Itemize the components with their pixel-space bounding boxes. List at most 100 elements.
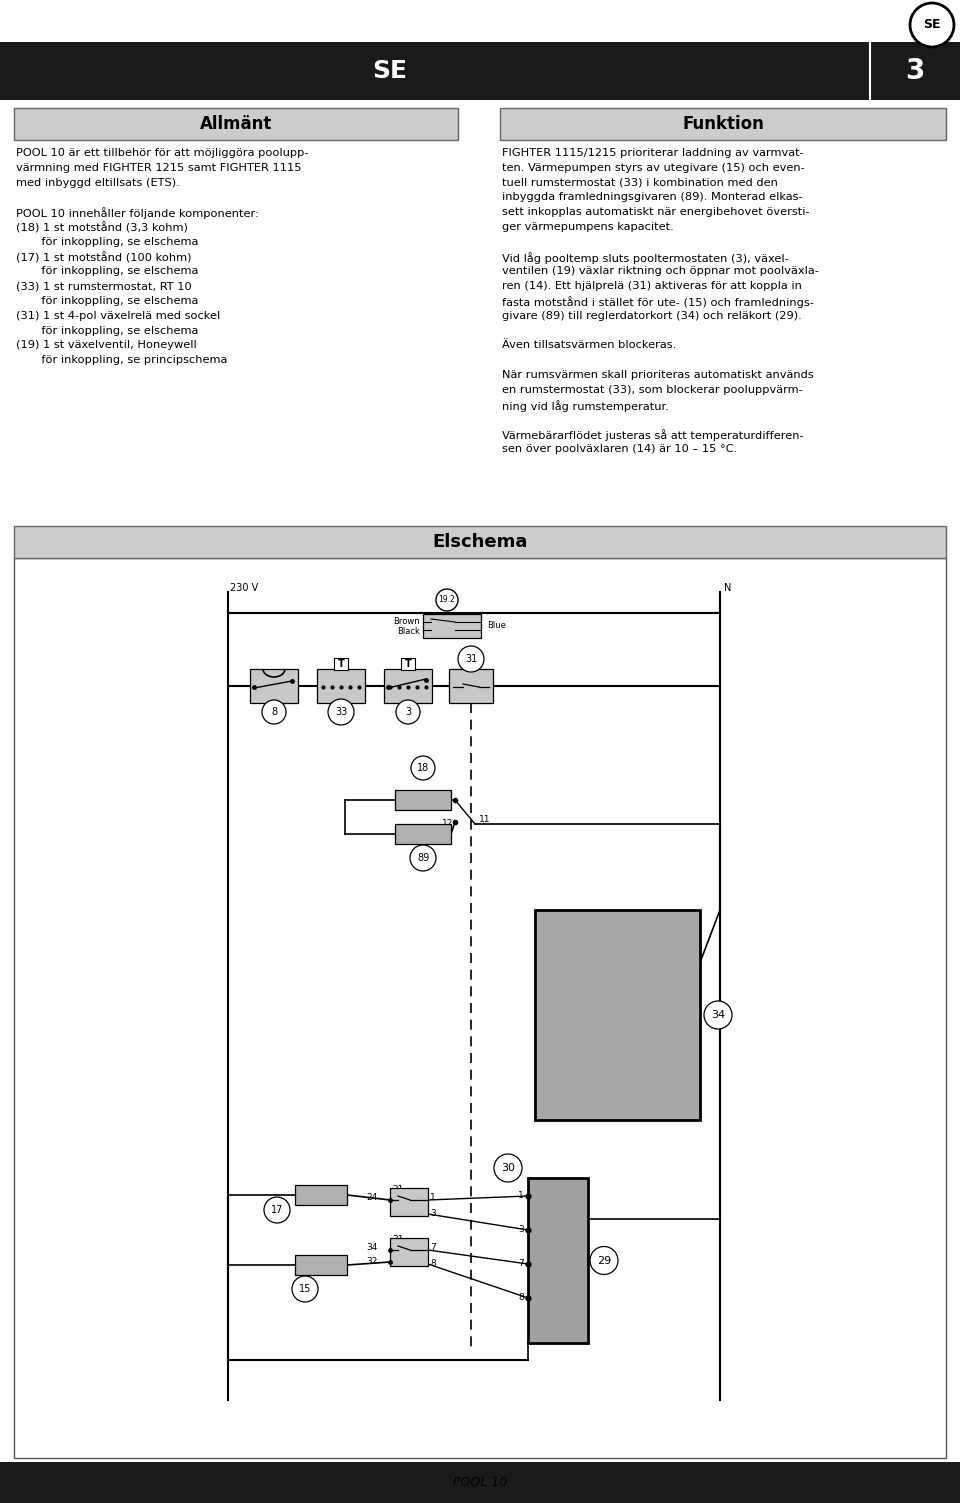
- Circle shape: [704, 1001, 732, 1030]
- Text: Värmebärarflödet justeras så att temperaturdifferen-: Värmebärarflödet justeras så att tempera…: [502, 430, 804, 440]
- Bar: [423, 615, 481, 637]
- Text: för inkoppling, se elschema: för inkoppling, se elschema: [16, 326, 199, 335]
- Text: 24: 24: [367, 1193, 378, 1202]
- Bar: [334, 658, 348, 670]
- Text: POOL 10: POOL 10: [453, 1476, 507, 1488]
- Text: en rumstermostat (33), som blockerar pooluppvärm-: en rumstermostat (33), som blockerar poo…: [502, 385, 803, 395]
- Text: 14: 14: [442, 794, 453, 803]
- Text: för inkoppling, se elschema: för inkoppling, se elschema: [16, 237, 199, 246]
- Text: Vid låg pooltemp sluts pooltermostaten (3), växel-: Vid låg pooltemp sluts pooltermostaten (…: [502, 251, 789, 263]
- Text: 30: 30: [501, 1163, 515, 1172]
- Text: POOL 10 innehåller följande komponenter:: POOL 10 innehåller följande komponenter:: [16, 207, 259, 219]
- Bar: [528, 1178, 588, 1344]
- Circle shape: [292, 1276, 318, 1302]
- Bar: [14, 108, 458, 140]
- Text: Brown: Brown: [394, 616, 420, 625]
- Text: 3: 3: [518, 1225, 524, 1234]
- Text: 31: 31: [465, 654, 477, 664]
- Text: 1: 1: [430, 1193, 436, 1202]
- Text: sen över poolväxlaren (14) är 10 – 15 °C.: sen över poolväxlaren (14) är 10 – 15 °C…: [502, 443, 737, 454]
- Text: N: N: [724, 583, 732, 594]
- Text: fasta motstånd i stället för ute- (15) och framlednings-: fasta motstånd i stället för ute- (15) o…: [502, 296, 814, 308]
- Bar: [395, 791, 451, 810]
- Text: värmning med FIGHTER 1215 samt FIGHTER 1115: värmning med FIGHTER 1215 samt FIGHTER 1…: [16, 162, 301, 173]
- Text: 19.2: 19.2: [439, 595, 455, 604]
- Circle shape: [590, 1246, 618, 1275]
- Bar: [640, 1462, 960, 1503]
- Text: ten. Värmepumpen styrs av utegivare (15) och even-: ten. Värmepumpen styrs av utegivare (15)…: [502, 162, 804, 173]
- Bar: [390, 1238, 428, 1266]
- Text: Blue: Blue: [487, 622, 506, 630]
- Text: 29: 29: [597, 1255, 612, 1266]
- Text: för inkoppling, se elschema: för inkoppling, se elschema: [16, 296, 199, 307]
- Text: inbyggda framledningsgivaren (89). Monterad elkas-: inbyggda framledningsgivaren (89). Monte…: [502, 192, 803, 203]
- Text: Även tillsatsvärmen blockeras.: Även tillsatsvärmen blockeras.: [502, 340, 676, 350]
- Text: 1: 1: [518, 1192, 524, 1201]
- Text: (17) 1 st motstånd (100 kohm): (17) 1 st motstånd (100 kohm): [16, 251, 191, 263]
- Text: 3: 3: [405, 706, 411, 717]
- Text: (31) 1 st 4-pol växelrelä med sockel: (31) 1 st 4-pol växelrelä med sockel: [16, 311, 220, 320]
- Text: för inkoppling, se principschema: för inkoppling, se principschema: [16, 355, 228, 365]
- Bar: [449, 669, 493, 703]
- Text: ger värmepumpens kapacitet.: ger värmepumpens kapacitet.: [502, 222, 674, 231]
- Bar: [14, 558, 946, 1458]
- Circle shape: [396, 700, 420, 724]
- Text: 3: 3: [905, 57, 924, 86]
- Bar: [395, 824, 451, 845]
- Text: sett inkopplas automatiskt när energibehovet översti-: sett inkopplas automatiskt när energibeh…: [502, 207, 809, 218]
- Text: 18: 18: [417, 764, 429, 773]
- Bar: [295, 1255, 347, 1275]
- Text: 8: 8: [430, 1260, 436, 1269]
- Text: Funktion: Funktion: [682, 116, 764, 132]
- Bar: [0, 1462, 960, 1503]
- Text: 15: 15: [299, 1284, 311, 1294]
- Text: 7: 7: [430, 1243, 436, 1252]
- Bar: [317, 669, 365, 703]
- Circle shape: [264, 1196, 290, 1223]
- Text: för inkoppling, se elschema: för inkoppling, se elschema: [16, 266, 199, 277]
- Text: 8: 8: [271, 706, 277, 717]
- Text: 31: 31: [392, 1235, 403, 1244]
- Text: (19) 1 st växelventil, Honeywell: (19) 1 st växelventil, Honeywell: [16, 340, 197, 350]
- Text: T: T: [338, 658, 345, 669]
- Text: Black: Black: [397, 627, 420, 636]
- Text: SE: SE: [924, 18, 941, 32]
- Text: Allmänt: Allmänt: [200, 116, 273, 132]
- Text: tuell rumstermostat (33) i kombination med den: tuell rumstermostat (33) i kombination m…: [502, 177, 778, 188]
- Text: 34: 34: [711, 1010, 725, 1021]
- Text: 8: 8: [518, 1294, 524, 1303]
- Bar: [0, 1462, 320, 1503]
- Text: 17: 17: [271, 1205, 283, 1214]
- Text: SE: SE: [372, 59, 407, 83]
- Text: POOL 10 är ett tillbehör för att möjliggöra poolupp-: POOL 10 är ett tillbehör för att möjligg…: [16, 147, 308, 158]
- Text: 32: 32: [367, 1258, 378, 1267]
- Text: givare (89) till reglerdatorkort (34) och reläkort (29).: givare (89) till reglerdatorkort (34) oc…: [502, 311, 802, 320]
- Bar: [870, 42, 960, 101]
- Text: ventilen (19) växlar riktning och öppnar mot poolväxla-: ventilen (19) växlar riktning och öppnar…: [502, 266, 819, 277]
- Circle shape: [494, 1154, 522, 1181]
- Bar: [500, 108, 946, 140]
- Bar: [0, 42, 960, 101]
- Text: T: T: [404, 658, 412, 669]
- Circle shape: [910, 3, 954, 47]
- Circle shape: [436, 589, 458, 612]
- Text: FIGHTER 1115/1215 prioriterar laddning av varmvat-: FIGHTER 1115/1215 prioriterar laddning a…: [502, 147, 804, 158]
- Text: 11: 11: [479, 815, 491, 824]
- Bar: [14, 526, 946, 558]
- Text: 89: 89: [417, 854, 429, 863]
- Text: 21: 21: [392, 1186, 403, 1195]
- Circle shape: [410, 845, 436, 872]
- Text: Elschema: Elschema: [432, 534, 528, 552]
- Circle shape: [411, 756, 435, 780]
- Text: (33) 1 st rumstermostat, RT 10: (33) 1 st rumstermostat, RT 10: [16, 281, 192, 292]
- Text: 33: 33: [335, 706, 348, 717]
- Text: 7: 7: [518, 1260, 524, 1269]
- Text: 12: 12: [442, 819, 453, 828]
- Circle shape: [458, 646, 484, 672]
- Text: ning vid låg rumstemperatur.: ning vid låg rumstemperatur.: [502, 400, 669, 412]
- Text: ren (14). Ett hjälprelä (31) aktiveras för att koppla in: ren (14). Ett hjälprelä (31) aktiveras f…: [502, 281, 802, 292]
- Circle shape: [328, 699, 354, 724]
- Text: 34: 34: [367, 1243, 378, 1252]
- Bar: [295, 1184, 347, 1205]
- Bar: [250, 669, 298, 703]
